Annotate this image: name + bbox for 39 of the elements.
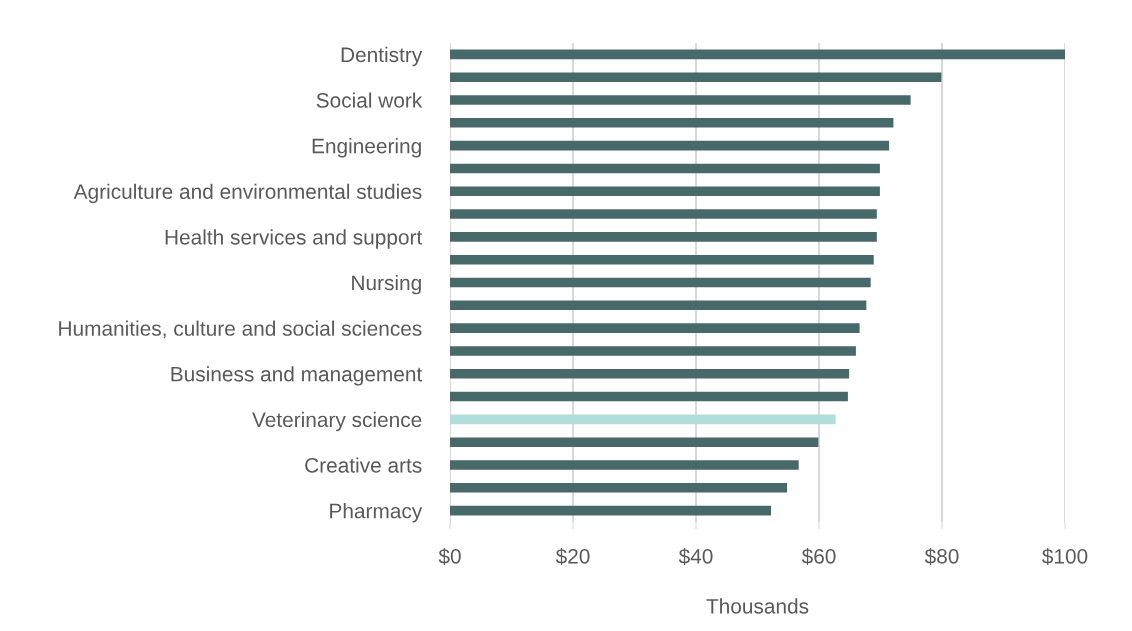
bar	[450, 437, 819, 447]
bar	[450, 49, 1065, 60]
x-tick-label: $20	[555, 548, 590, 565]
bar	[450, 95, 911, 105]
bar	[450, 277, 871, 288]
y-tick-label: Business and management	[171, 366, 423, 386]
bar	[450, 391, 848, 402]
bar	[450, 72, 942, 82]
y-tick-label: Pharmacy	[330, 503, 423, 523]
bar	[450, 505, 772, 516]
x-tick-label: $100	[1042, 548, 1088, 565]
bar	[450, 483, 788, 493]
y-tick-label: Health services and support	[165, 229, 423, 249]
bar	[450, 209, 877, 219]
x-axis-title: Thousands	[706, 598, 809, 614]
bar	[450, 140, 890, 151]
y-tick-label: Agriculture and environmental studies	[73, 183, 422, 204]
bar	[450, 186, 880, 197]
bar	[450, 346, 856, 356]
bar	[450, 323, 860, 333]
bar	[450, 368, 850, 379]
bar	[450, 460, 799, 470]
x-tick-label: $0	[438, 548, 461, 565]
y-tick-label: Nursing	[352, 274, 421, 295]
bar	[450, 163, 880, 174]
bar	[450, 232, 877, 242]
y-tick-label: Social work	[316, 92, 423, 108]
bar	[450, 300, 867, 311]
y-tick-label: Veterinary science	[252, 411, 422, 432]
bar	[450, 254, 874, 265]
y-tick-label: Dentistry	[341, 46, 423, 67]
bar	[450, 414, 836, 425]
y-tick-label: Creative arts	[305, 457, 422, 473]
x-tick-label: $80	[924, 548, 959, 565]
y-tick-label: Humanities, culture and social sciences	[59, 320, 422, 339]
y-tick-label: Engineering	[312, 138, 421, 158]
bar	[450, 118, 894, 128]
x-tick-label: $60	[801, 548, 836, 565]
x-tick-label: $40	[678, 548, 713, 565]
